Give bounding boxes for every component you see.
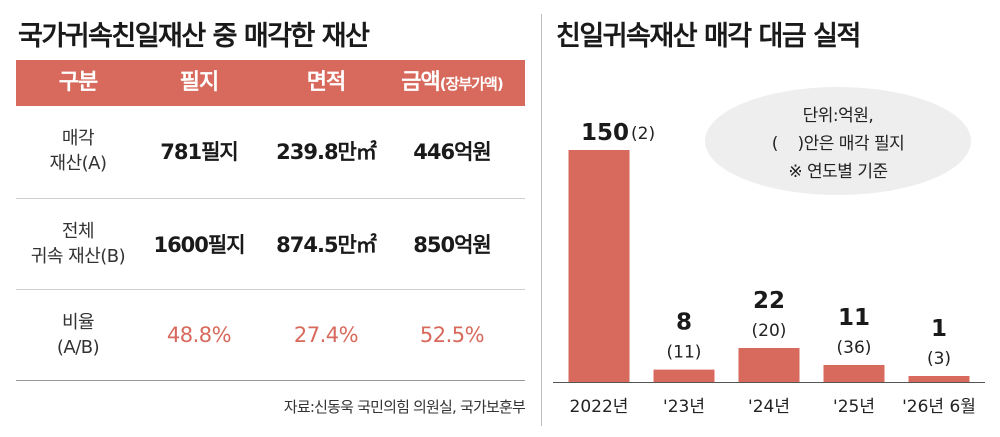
row-label-line2: 재산(A): [49, 153, 107, 174]
bar: [823, 364, 885, 382]
row-label-line2: (A/B): [56, 337, 100, 358]
right-panel-title: 친일귀속재산 매각 대금 실적: [556, 21, 861, 52]
row-label-line2: 귀속 재산(B): [30, 246, 126, 267]
count-label: (2): [631, 124, 655, 144]
value-label: 8: [676, 310, 692, 336]
table-bottom-line: [16, 380, 525, 381]
left-panel-title: 국가귀속친일재산 중 매각한 재산: [18, 21, 370, 52]
row-label-sold: 매각 재산(A): [50, 126, 107, 176]
cell-parcels-ratio: 48.8%: [166, 323, 232, 347]
header-amount-label: 금액: [401, 70, 440, 95]
row-label-total: 전체 귀속 재산(B): [30, 219, 126, 269]
cell-area: 874.5만㎡: [276, 233, 377, 257]
cell-area: 239.8만㎡: [276, 140, 377, 164]
count-label: (3): [927, 349, 951, 369]
value-label: 22: [753, 288, 785, 314]
count-label: (20): [752, 321, 787, 341]
bar: [738, 347, 800, 382]
count-label: (36): [837, 338, 872, 358]
row-label-line1: 비율: [61, 312, 95, 333]
panel-divider: [541, 14, 542, 426]
x-tick-label: '26년 6월: [902, 397, 976, 417]
table-header: 구분 필지 면적 금액(장부가액): [16, 60, 525, 106]
unit-note-line: ( )안은 매각 필지: [771, 134, 905, 154]
count-label: (11): [667, 343, 702, 363]
header-amount: 금액(장부가액): [401, 60, 504, 106]
cell-parcels: 781필지: [160, 140, 238, 164]
bar: [908, 376, 970, 382]
bar: [653, 369, 715, 382]
x-tick-label: '25년: [833, 397, 875, 417]
header-category: 구분: [58, 70, 98, 95]
value-label: 150: [581, 120, 629, 146]
header-area: 면적: [306, 70, 346, 95]
row-divider: [16, 198, 525, 199]
header-parcels: 필지: [179, 70, 219, 95]
header-amount-sub: (장부가액): [439, 75, 504, 93]
row-label-line1: 매각: [61, 128, 95, 149]
cell-amount-ratio: 52.5%: [419, 323, 485, 347]
row-label-line1: 전체: [61, 221, 95, 242]
unit-note-line: 단위:억원,: [802, 106, 874, 126]
x-tick-label: '24년: [748, 397, 790, 417]
x-tick-label: 2022년: [570, 397, 629, 417]
value-label: 1: [931, 316, 947, 342]
row-divider: [16, 289, 525, 290]
value-label: 11: [838, 305, 870, 331]
cell-amount: 850억원: [413, 233, 491, 257]
unit-note-oval: [705, 87, 971, 195]
x-tick-label: '23년: [663, 397, 705, 417]
bar: [568, 150, 630, 382]
source-note: 자료:신동욱 국민의힘 의원실, 국가보훈부: [283, 398, 526, 416]
row-label-ratio: 비율 (A/B): [56, 310, 100, 360]
cell-amount: 446억원: [413, 140, 491, 164]
cell-area-ratio: 27.4%: [293, 323, 359, 347]
unit-note-line: ※ 연도별 기준: [788, 162, 888, 182]
cell-parcels: 1600필지: [153, 233, 245, 257]
